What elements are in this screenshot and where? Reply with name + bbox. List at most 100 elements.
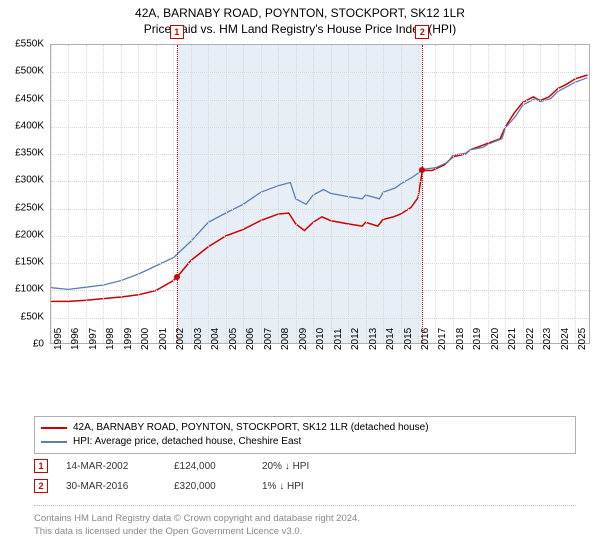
x-axis-label: 2017: [437, 328, 448, 350]
x-axis-label: 2009: [298, 328, 309, 350]
x-axis-label: 2011: [333, 328, 344, 350]
gridline-v: [383, 45, 384, 343]
gridline-v: [435, 45, 436, 343]
y-axis-label: £150K: [15, 257, 44, 268]
chart-title-line1: 42A, BARNABY ROAD, POYNTON, STOCKPORT, S…: [0, 6, 600, 20]
y-axis-label: £0: [33, 339, 44, 350]
gridline-v: [418, 45, 419, 343]
legend-item-price-paid: 42A, BARNABY ROAD, POYNTON, STOCKPORT, S…: [41, 421, 569, 435]
x-axis-label: 2012: [350, 328, 361, 350]
gridline-v: [523, 45, 524, 343]
x-axis-label: 1995: [53, 328, 64, 350]
gridline-v: [470, 45, 471, 343]
legend-label: HPI: Average price, detached house, Ches…: [73, 435, 301, 449]
gridline-v: [103, 45, 104, 343]
gridline-h: [51, 100, 589, 101]
legend-item-hpi: HPI: Average price, detached house, Ches…: [41, 435, 569, 449]
y-axis-label: £450K: [15, 93, 44, 104]
x-axis-label: 2006: [245, 328, 256, 350]
gridline-v: [156, 45, 157, 343]
gridline-h: [51, 209, 589, 210]
gridline-v: [173, 45, 174, 343]
gridline-h: [51, 290, 589, 291]
x-axis-label: 1999: [123, 328, 134, 350]
series-price_paid: [51, 75, 588, 301]
x-axis-label: 2024: [560, 328, 571, 350]
gridline-v: [243, 45, 244, 343]
legend-swatch-hpi: [41, 441, 67, 443]
gridline-v: [191, 45, 192, 343]
gridline-h: [51, 127, 589, 128]
x-axis-label: 2018: [455, 328, 466, 350]
sale-row: 1 14-MAR-2002 £124,000 20% ↓ HPI: [34, 456, 576, 476]
sales-table: 1 14-MAR-2002 £124,000 20% ↓ HPI 2 30-MA…: [34, 456, 576, 496]
sale-price: £124,000: [174, 461, 244, 472]
legend-swatch-price-paid: [41, 427, 67, 429]
gridline-v: [401, 45, 402, 343]
y-axis-label: £100K: [15, 284, 44, 295]
y-axis-label: £500K: [15, 66, 44, 77]
gridline-v: [366, 45, 367, 343]
x-axis-label: 2019: [472, 328, 483, 350]
series-hpi: [51, 78, 588, 290]
y-axis-label: £50K: [21, 311, 44, 322]
x-axis-label: 2003: [193, 328, 204, 350]
x-axis-label: 2000: [140, 328, 151, 350]
x-axis-label: 2023: [542, 328, 553, 350]
x-axis-label: 2016: [420, 328, 431, 350]
gridline-v: [138, 45, 139, 343]
gridline-v: [313, 45, 314, 343]
footer-line2: This data is licensed under the Open Gov…: [34, 525, 576, 538]
x-axis-label: 1997: [88, 328, 99, 350]
gridline-v: [331, 45, 332, 343]
x-axis-label: 2010: [315, 328, 326, 350]
gridline-v: [261, 45, 262, 343]
gridline-h: [51, 181, 589, 182]
gridline-h: [51, 154, 589, 155]
x-axis-label: 2020: [490, 328, 501, 350]
y-axis-label: £350K: [15, 148, 44, 159]
sale-delta: 1% ↓ HPI: [262, 481, 342, 492]
gridline-v: [278, 45, 279, 343]
x-axis-label: 2014: [385, 328, 396, 350]
sale-badge: 1: [34, 459, 48, 473]
marker-badge: 1: [170, 25, 184, 39]
sale-row: 2 30-MAR-2016 £320,000 1% ↓ HPI: [34, 476, 576, 496]
x-axis-label: 2022: [525, 328, 536, 350]
x-axis-label: 2015: [403, 328, 414, 350]
gridline-h: [51, 72, 589, 73]
gridline-v: [453, 45, 454, 343]
gridline-v: [121, 45, 122, 343]
chart-svg: [51, 45, 591, 345]
x-axis-label: 2002: [175, 328, 186, 350]
x-axis-label: 1998: [105, 328, 116, 350]
gridline-v: [575, 45, 576, 343]
marker-badge: 2: [415, 25, 429, 39]
x-axis-label: 2025: [577, 328, 588, 350]
sale-delta: 20% ↓ HPI: [262, 461, 342, 472]
legend: 42A, BARNABY ROAD, POYNTON, STOCKPORT, S…: [34, 416, 576, 454]
chart-title-line2: Price paid vs. HM Land Registry's House …: [0, 22, 600, 36]
gridline-v: [86, 45, 87, 343]
gridline-h: [51, 263, 589, 264]
sale-date: 14-MAR-2002: [66, 461, 156, 472]
marker-line: [177, 45, 178, 343]
sale-price: £320,000: [174, 481, 244, 492]
x-axis-label: 1996: [70, 328, 81, 350]
chart-area: 12 £0£50K£100K£150K£200K£250K£300K£350K£…: [50, 44, 590, 374]
x-axis-label: 2001: [158, 328, 169, 350]
y-axis-label: £200K: [15, 229, 44, 240]
gridline-v: [558, 45, 559, 343]
y-axis-label: £550K: [15, 39, 44, 50]
y-axis-label: £250K: [15, 202, 44, 213]
marker-line: [422, 45, 423, 343]
y-axis-label: £400K: [15, 120, 44, 131]
sale-date: 30-MAR-2016: [66, 481, 156, 492]
gridline-v: [51, 45, 52, 343]
sale-badge: 2: [34, 479, 48, 493]
x-axis-label: 2005: [228, 328, 239, 350]
gridline-h: [51, 318, 589, 319]
gridline-v: [226, 45, 227, 343]
legend-label: 42A, BARNABY ROAD, POYNTON, STOCKPORT, S…: [73, 421, 429, 435]
y-axis-label: £300K: [15, 175, 44, 186]
